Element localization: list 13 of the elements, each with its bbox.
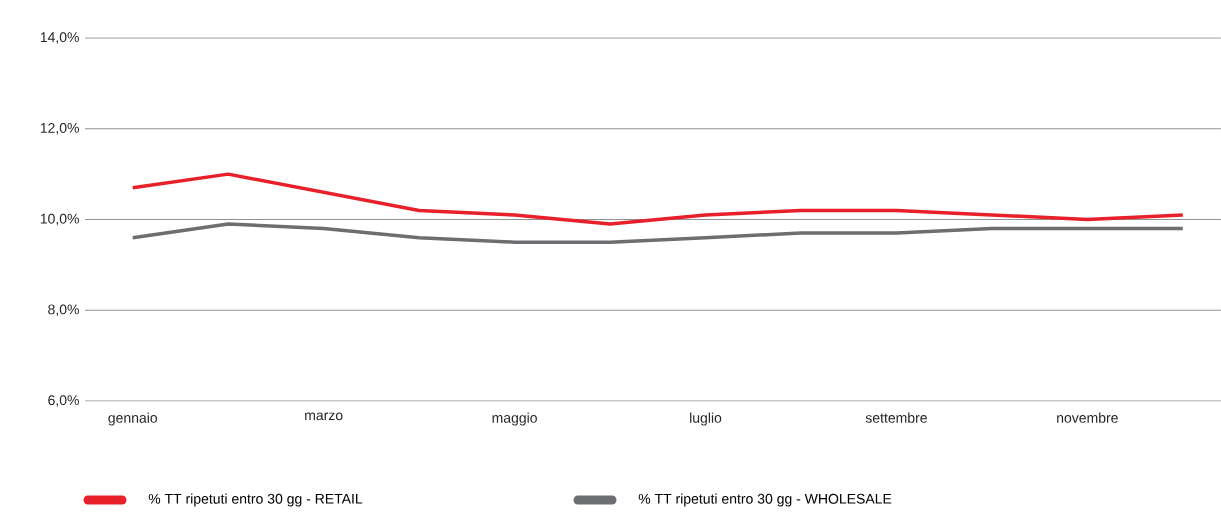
x-tick-label: gennaio (108, 412, 158, 426)
y-tick-label: 10,0% (40, 213, 79, 226)
legend-label: % TT ripetuti entro 30 gg - RETAIL (148, 493, 363, 507)
x-tick-label: settembre (865, 412, 927, 423)
y-tick-label: 12,0% (40, 122, 79, 135)
x-tick-label: novembre (1057, 412, 1118, 423)
legend-label: % TT ripetuti entro 30 gg - WHOLESALE (638, 493, 892, 507)
x-tick-label: maggio (492, 412, 537, 426)
x-tick-label: marzo (305, 412, 343, 421)
y-tick-label: 8,0% (48, 304, 79, 317)
x-tick-label: luglio (690, 412, 722, 426)
y-tick-label: 14,0% (40, 32, 79, 44)
y-tick-label: 6,0% (48, 395, 79, 407)
